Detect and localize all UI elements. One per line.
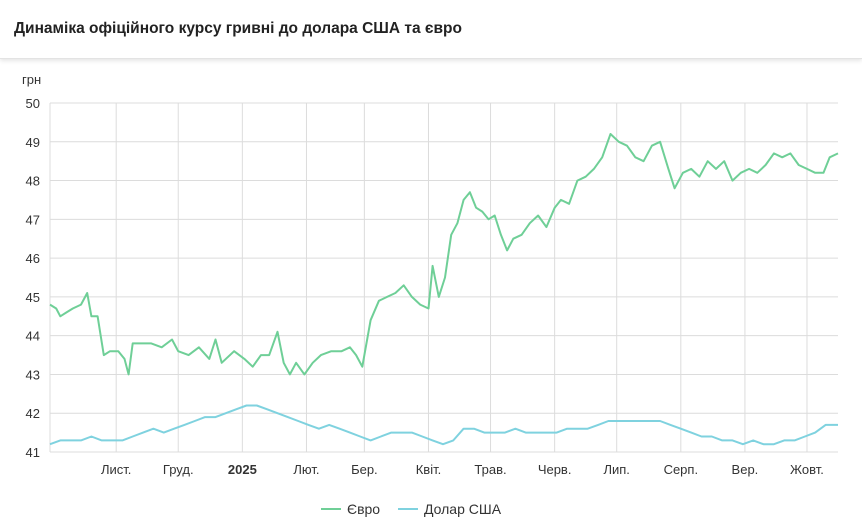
x-tick-label: Груд. xyxy=(163,462,194,477)
y-tick-label: 45 xyxy=(26,290,40,305)
y-tick-label: 41 xyxy=(26,445,40,460)
y-tick-label: 44 xyxy=(26,329,40,344)
chart-title: Динаміка офіційного курсу гривні до дола… xyxy=(14,20,462,37)
y-axis-unit: грн xyxy=(22,72,41,87)
chart-header: Динаміка офіційного курсу гривні до дола… xyxy=(0,0,862,59)
series-line-euro xyxy=(49,133,839,376)
y-tick-label: 48 xyxy=(26,174,40,189)
series-line-usd xyxy=(49,404,838,446)
legend-label: Євро xyxy=(347,501,380,517)
x-tick-label: Лип. xyxy=(603,462,629,477)
y-tick-label: 49 xyxy=(26,135,40,150)
y-tick-label: 42 xyxy=(26,406,40,421)
x-tick-label: Лист. xyxy=(101,462,131,477)
y-tick-label: 50 xyxy=(26,96,40,111)
grid xyxy=(49,102,838,453)
x-tick-label: Черв. xyxy=(538,462,572,477)
y-tick-label: 43 xyxy=(26,367,40,382)
x-axis: Лист. Груд. 2025 Лют. Бер. Квіт. Трав. Черв. Лип… xyxy=(101,462,824,477)
x-tick-label: Серп. xyxy=(664,462,699,477)
legend[interactable]: Євро Долар США xyxy=(321,501,502,517)
y-tick-label: 47 xyxy=(26,212,40,227)
x-tick-label: Квіт. xyxy=(416,462,442,477)
legend-label: Долар США xyxy=(424,501,502,517)
y-axis: 41 42 43 44 45 46 47 48 49 50 грн xyxy=(22,72,41,460)
x-tick-label: Лют. xyxy=(293,462,319,477)
x-tick-label: Жовт. xyxy=(790,462,824,477)
series-lines xyxy=(49,133,839,446)
x-tick-label: Бер. xyxy=(351,462,378,477)
y-tick-label: 46 xyxy=(26,251,40,266)
legend-item[interactable]: Євро xyxy=(321,501,380,517)
x-tick-label: 2025 xyxy=(228,462,257,477)
legend-item[interactable]: Долар США xyxy=(398,501,502,517)
x-tick-label: Вер. xyxy=(732,462,759,477)
x-tick-label: Трав. xyxy=(474,462,506,477)
